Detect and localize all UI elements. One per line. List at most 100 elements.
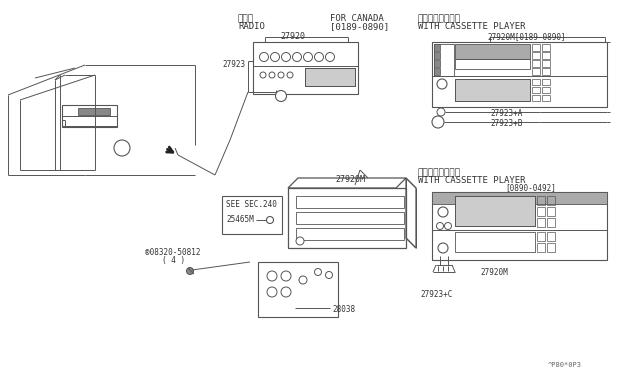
Circle shape — [281, 287, 291, 297]
Bar — [432, 192, 607, 260]
Bar — [455, 79, 530, 101]
Text: ラジオ: ラジオ — [238, 14, 254, 23]
Circle shape — [314, 269, 321, 276]
Text: 27923+A: 27923+A — [490, 109, 522, 118]
Text: 27920M: 27920M — [480, 268, 508, 277]
Circle shape — [281, 271, 291, 281]
Text: 27920M[0189-0890]: 27920M[0189-0890] — [487, 32, 566, 41]
Bar — [542, 52, 550, 59]
Circle shape — [437, 79, 447, 89]
Text: 27920M: 27920M — [335, 175, 365, 184]
Circle shape — [432, 116, 444, 128]
Bar — [537, 218, 545, 227]
Circle shape — [292, 52, 301, 61]
Bar — [532, 87, 540, 93]
Bar — [537, 207, 545, 216]
Text: FOR CANADA: FOR CANADA — [330, 14, 384, 23]
Bar — [547, 207, 555, 216]
Bar — [532, 79, 540, 85]
Circle shape — [278, 72, 284, 78]
Circle shape — [438, 207, 448, 217]
Bar — [542, 44, 550, 51]
Bar — [296, 196, 404, 208]
Circle shape — [271, 52, 280, 61]
Circle shape — [282, 52, 291, 61]
Text: WITH CASSETTE PLAYER: WITH CASSETTE PLAYER — [418, 22, 525, 31]
Bar — [537, 243, 545, 252]
Bar — [78, 108, 110, 115]
Text: カセット付ラジオ: カセット付ラジオ — [418, 168, 461, 177]
Circle shape — [299, 276, 307, 284]
Circle shape — [275, 90, 287, 102]
Bar — [432, 42, 607, 107]
Circle shape — [436, 222, 444, 230]
Circle shape — [437, 108, 445, 116]
Bar — [455, 79, 530, 101]
Text: ( 4 ): ( 4 ) — [162, 256, 185, 265]
Bar — [547, 243, 555, 252]
Circle shape — [267, 271, 277, 281]
Bar — [434, 44, 454, 76]
Circle shape — [259, 52, 269, 61]
Bar — [532, 52, 540, 59]
Bar — [455, 196, 535, 226]
Bar — [253, 42, 358, 94]
Circle shape — [186, 267, 193, 275]
Text: WITH CASSETTE PLAYER: WITH CASSETTE PLAYER — [418, 176, 525, 185]
Bar — [288, 188, 406, 248]
Bar — [296, 212, 404, 224]
Bar — [434, 68, 440, 75]
Bar — [62, 105, 117, 127]
Text: [0890-0492]: [0890-0492] — [505, 183, 556, 192]
Text: SEE SEC.240: SEE SEC.240 — [226, 200, 277, 209]
Bar — [542, 79, 550, 85]
Text: 25465M: 25465M — [226, 215, 253, 224]
Bar — [542, 60, 550, 67]
Text: カセット付ラジオ: カセット付ラジオ — [418, 14, 461, 23]
Bar — [547, 196, 555, 205]
Text: 28038: 28038 — [332, 305, 355, 314]
Bar — [537, 196, 545, 205]
Bar — [434, 52, 440, 59]
Bar — [455, 44, 530, 59]
Bar — [305, 68, 355, 86]
Bar — [542, 87, 550, 93]
Bar — [547, 218, 555, 227]
Bar — [455, 196, 535, 226]
Circle shape — [114, 140, 130, 156]
Bar — [537, 232, 545, 241]
Bar — [547, 232, 555, 241]
Circle shape — [326, 272, 333, 279]
Bar — [305, 68, 355, 86]
Text: ^P80*0P3: ^P80*0P3 — [548, 362, 582, 368]
Bar — [532, 68, 540, 75]
Bar — [296, 228, 404, 240]
Text: [0189-0890]: [0189-0890] — [330, 22, 389, 31]
Circle shape — [287, 72, 293, 78]
Text: RADIO: RADIO — [238, 22, 265, 31]
Bar — [532, 44, 540, 51]
Bar — [455, 232, 535, 252]
Circle shape — [445, 222, 451, 230]
Circle shape — [314, 52, 323, 61]
Bar — [432, 192, 607, 204]
Text: 27920: 27920 — [280, 32, 305, 41]
Circle shape — [260, 72, 266, 78]
Bar — [542, 95, 550, 101]
Circle shape — [326, 52, 335, 61]
Circle shape — [438, 243, 448, 253]
Bar — [542, 68, 550, 75]
Bar — [455, 59, 530, 69]
Bar — [532, 95, 540, 101]
Circle shape — [303, 52, 312, 61]
Bar — [258, 262, 338, 317]
Circle shape — [267, 287, 277, 297]
Text: 27923+B: 27923+B — [490, 119, 522, 128]
Text: 27923: 27923 — [222, 60, 245, 69]
Circle shape — [266, 217, 273, 224]
Circle shape — [296, 237, 304, 245]
Text: 27923+C: 27923+C — [420, 290, 452, 299]
Bar — [222, 196, 282, 234]
Bar — [434, 44, 440, 51]
Circle shape — [269, 72, 275, 78]
